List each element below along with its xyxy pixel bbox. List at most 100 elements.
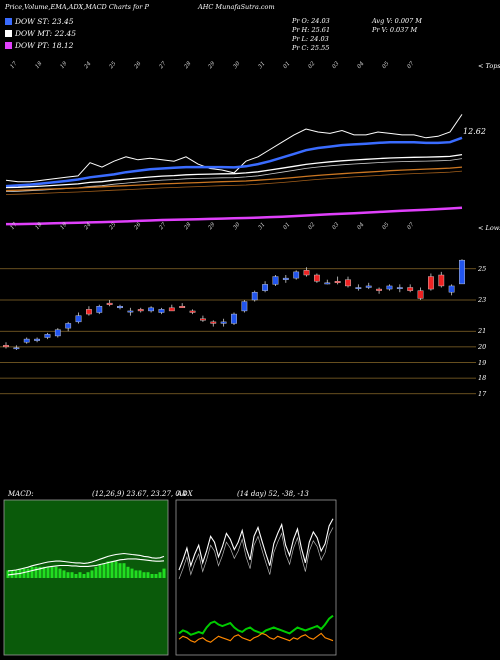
legend-dow-st: DOW ST: 23.45 [5, 17, 74, 26]
macd-histogram-bar [122, 563, 126, 578]
stat-avg-volume: Avg V: 0.007 M [372, 17, 422, 25]
macd-histogram-bar [78, 572, 82, 578]
candle-body [251, 291, 258, 301]
ema-value-label: 12.62 [463, 127, 486, 136]
stat-open: Pr O: 24.03 [292, 17, 330, 25]
price-tick-label-19: 19 [478, 358, 487, 367]
ema-series-ema-mid-white [5, 153, 463, 189]
candle-body [241, 301, 248, 312]
candle-body [200, 318, 206, 321]
stat-high: Pr H: 25.61 [292, 26, 331, 34]
macd-params: (12,26,9) 23.67, 23.27, 0.4 [92, 490, 187, 498]
macd-histogram-bar [66, 572, 70, 578]
candle-body [44, 334, 51, 338]
candle-body [137, 309, 144, 312]
stat-close: Pr C: 25.55 [292, 44, 330, 52]
price-tick-label-23: 23 [478, 296, 487, 304]
macd-histogram-bar [154, 574, 158, 578]
macd-title: MACD: [8, 490, 34, 498]
macd-histogram-bar [6, 570, 10, 578]
macd-histogram-bar [138, 570, 142, 578]
macd-histogram-bar [26, 568, 30, 578]
candle-body [417, 290, 424, 299]
macd-histogram-bar [30, 566, 34, 578]
price-tick-label-21: 21 [478, 327, 487, 336]
adx-line--di [178, 632, 334, 643]
candle-body [34, 338, 40, 341]
candle-body [168, 307, 175, 312]
legend-label-st: DOW ST: 23.45 [15, 17, 74, 26]
chart-title-text: Price,Volume,EMA,ADX,MACD Charts for P [5, 3, 149, 11]
price-tick-label-17: 17 [478, 389, 487, 398]
macd-histogram-bar [102, 563, 106, 578]
lows-axis-label: < Lows [478, 224, 500, 232]
legend-dow-mt: DOW MT: 22.45 [5, 29, 76, 38]
adx-panel-background [175, 499, 337, 656]
macd-histogram-bar [126, 566, 130, 578]
candle-body [13, 347, 20, 350]
legend-label-pt: DOW PT: 18.12 [15, 41, 74, 50]
candle-body [448, 285, 455, 293]
adx-line-adx [178, 518, 334, 571]
macd-histogram-bar [134, 570, 138, 578]
tops-axis-label: < Tops [478, 62, 500, 70]
candle-body [117, 306, 123, 309]
macd-histogram-bar [118, 563, 122, 578]
macd-histogram-bar [34, 566, 38, 578]
ema-series-ema-long-orange-band [5, 170, 463, 195]
candle-body [86, 309, 92, 315]
candle-body [210, 321, 217, 324]
candle-body [428, 276, 434, 290]
candle-body [106, 302, 113, 305]
candle-body [189, 310, 196, 313]
macd-histogram-bar [106, 561, 110, 578]
candle-body [345, 279, 351, 287]
price-tick-label-25: 25 [478, 264, 487, 273]
candle-body [334, 281, 341, 284]
adx-params: (14 day) 52, -38, -13 [237, 490, 309, 498]
macd-histogram-bar [62, 570, 66, 578]
candle-body [220, 321, 227, 324]
adx-line-+di [178, 614, 334, 636]
legend-label-mt: DOW MT: 22.45 [15, 29, 77, 38]
symbol-text: AHC [198, 3, 214, 11]
price-tick-label-18: 18 [478, 374, 487, 383]
legend-swatch-mt [5, 30, 12, 37]
candle-body [282, 277, 289, 280]
symbol-header: AHC MunafaSutra.com [198, 3, 275, 11]
ema-series-ema-short-blue [5, 136, 463, 188]
candle-body [179, 306, 186, 309]
macd-histogram-bar [90, 570, 94, 578]
candle-body [293, 271, 300, 279]
site-text: MunafaSutra.com [215, 3, 275, 11]
candle-body [396, 287, 403, 289]
price-tick-label-20: 20 [478, 342, 487, 351]
macd-histogram-bar [162, 568, 166, 578]
macd-histogram-bar [86, 572, 90, 578]
legend-dow-pt: DOW PT: 18.12 [5, 41, 73, 50]
chart-title: Price,Volume,EMA,ADX,MACD Charts for P [5, 3, 149, 11]
candle-body [231, 313, 237, 324]
candle-body [272, 276, 279, 285]
candle-body [65, 323, 72, 329]
macd-histogram-bar [114, 561, 118, 578]
candle-body [303, 270, 310, 276]
candle-body [96, 306, 103, 313]
macd-histogram-bar [142, 572, 146, 578]
candle-body [376, 288, 382, 291]
adx-title: ADX [177, 490, 193, 498]
candle-body [127, 310, 134, 313]
candle-body [3, 345, 9, 348]
candle-body [54, 329, 61, 337]
ema-series-ema-long-orange [5, 166, 463, 192]
macd-histogram-bar [46, 566, 50, 578]
macd-histogram-bar [58, 568, 62, 578]
candle-body [459, 259, 465, 285]
macd-histogram-bar [74, 574, 78, 578]
macd-histogram-bar [82, 574, 86, 578]
candle-body [386, 285, 393, 290]
candle-body [262, 284, 268, 291]
adx-line-adx-shadow [178, 527, 334, 580]
macd-histogram-bar [158, 572, 162, 578]
